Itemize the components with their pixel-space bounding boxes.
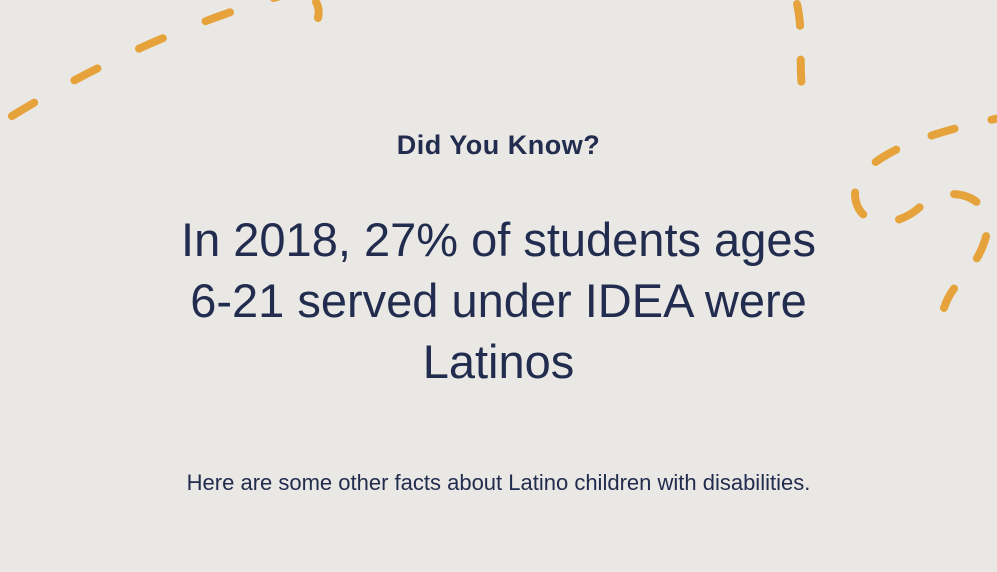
dashed-line-top-right-icon (793, 0, 806, 94)
subtitle-text: Here are some other facts about Latino c… (186, 470, 811, 496)
dash-top-center-icon (312, 0, 323, 22)
main-heading: In 2018, 27% of students ages 6-21 serve… (181, 209, 816, 392)
heading-line-1: In 2018, 27% of students ages (181, 213, 816, 266)
heading-line-2: 6-21 served under IDEA were (190, 274, 807, 328)
dashed-curve-top-left-icon (0, 0, 281, 129)
heading-line-3: Latinos (422, 335, 575, 389)
dashed-squiggle-right-icon (850, 114, 997, 312)
kicker-title: Did You Know? (396, 130, 601, 160)
